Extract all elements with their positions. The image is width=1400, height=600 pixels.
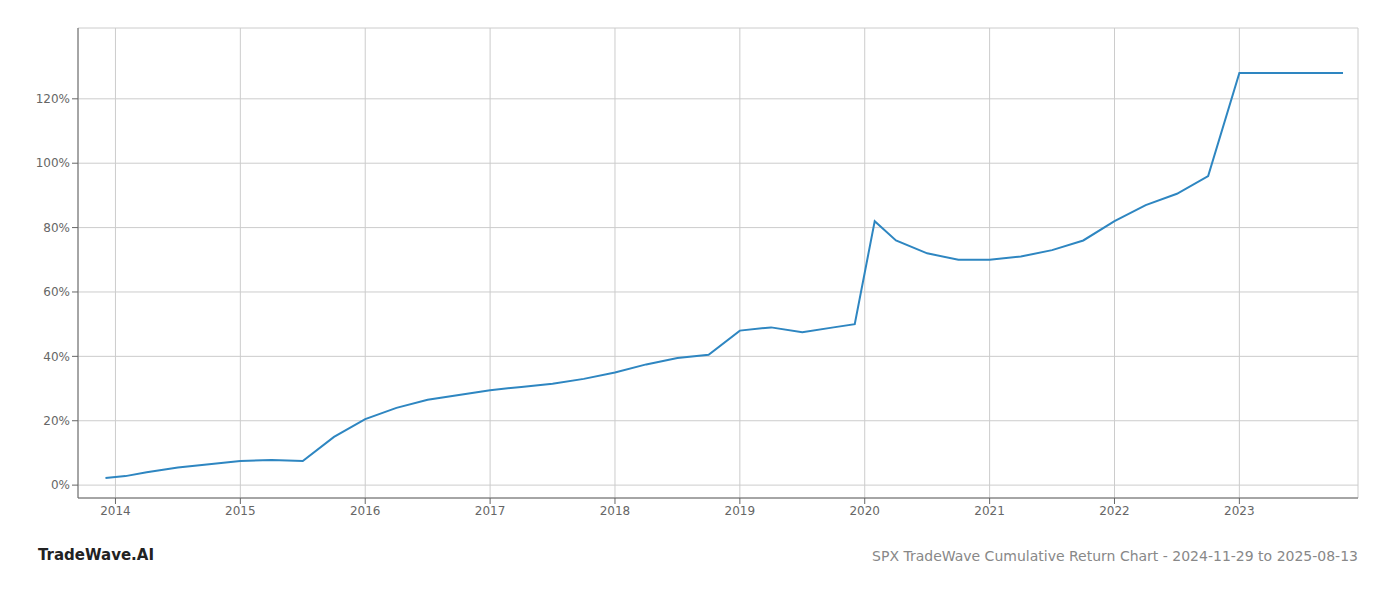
svg-text:2018: 2018	[600, 504, 631, 518]
svg-text:2014: 2014	[100, 504, 131, 518]
svg-text:2021: 2021	[974, 504, 1005, 518]
svg-text:2023: 2023	[1224, 504, 1255, 518]
svg-text:2015: 2015	[225, 504, 256, 518]
svg-text:120%: 120%	[36, 92, 70, 106]
html-text:SPX TradeWave Cumulative Retur: SPX TradeWave Cumulative Return Chart - …	[872, 548, 1358, 564]
svg-text:80%: 80%	[43, 221, 70, 235]
svg-text:2020: 2020	[849, 504, 880, 518]
svg-text:2019: 2019	[725, 504, 756, 518]
svg-text:40%: 40%	[43, 350, 70, 364]
html-text:TradeWave.AI: TradeWave.AI	[38, 546, 154, 564]
svg-text:100%: 100%	[36, 156, 70, 170]
svg-text:60%: 60%	[43, 285, 70, 299]
svg-text:2016: 2016	[350, 504, 381, 518]
svg-text:2022: 2022	[1099, 504, 1130, 518]
svg-text:0%: 0%	[51, 478, 70, 492]
svg-text:20%: 20%	[43, 414, 70, 428]
svg-text:2017: 2017	[475, 504, 506, 518]
